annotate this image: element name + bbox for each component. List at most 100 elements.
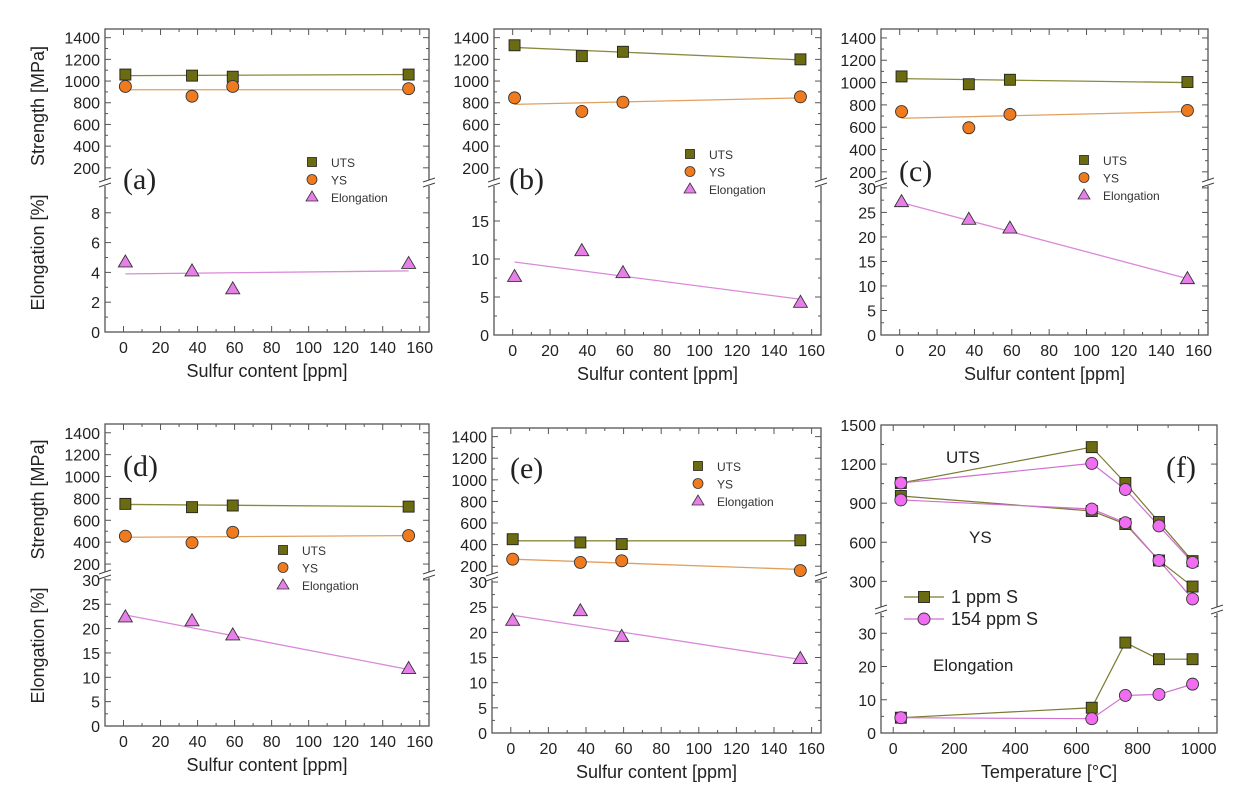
fit-line-elongation xyxy=(125,270,409,275)
panel-label: (f) xyxy=(1166,451,1196,484)
x-tick-label: 60 xyxy=(226,734,244,751)
data-point-ys xyxy=(1085,502,1099,516)
legend-label: 154 ppm S xyxy=(951,609,1038,629)
x-tick-label: 140 xyxy=(369,734,396,751)
data-point-ys xyxy=(118,80,132,93)
axis-break-gap xyxy=(423,572,435,578)
axis-break-mark xyxy=(814,576,828,582)
panel-b: 0 20 40 60 80 100 120 140 1602004006008001000120… xyxy=(453,28,828,384)
fit-line-ys xyxy=(514,97,801,106)
data-point-ys xyxy=(575,104,589,118)
x-tick-label: 20 xyxy=(540,741,558,758)
axis-break-mark xyxy=(874,604,888,610)
axis-break-gap xyxy=(99,572,111,578)
axis-break-mark xyxy=(1210,609,1224,615)
strength-tick-label: 400 xyxy=(462,139,489,156)
x-tick-label: 120 xyxy=(332,734,359,751)
fit-line-elongation xyxy=(125,614,409,671)
fit-line-uts xyxy=(514,46,801,61)
x-tick-label: 120 xyxy=(1111,343,1138,360)
axis-break-mark xyxy=(422,569,436,575)
strength-tick-label: 400 xyxy=(73,535,100,552)
strength-tick-label: 1200 xyxy=(451,451,487,468)
axis-break-mark xyxy=(1201,177,1215,183)
x-axis-title: Sulfur content [ppm] xyxy=(186,361,347,381)
x-tick-label: 100 xyxy=(295,340,322,357)
data-point-uts xyxy=(186,69,198,82)
elongation-tick-label: 2 xyxy=(91,295,100,312)
x-tick-label: 100 xyxy=(295,734,322,751)
x-tick-label: 20 xyxy=(152,340,170,357)
axis-break-gap xyxy=(815,574,827,580)
data-point-ys xyxy=(508,91,522,105)
x-tick-label: 40 xyxy=(579,343,597,360)
strength-tick-label: 1200 xyxy=(64,52,100,69)
data-point-ys xyxy=(1186,580,1199,593)
elongation-tick-label: 20 xyxy=(82,622,100,639)
x-tick-label: 140 xyxy=(761,343,788,360)
data-point-uts xyxy=(1003,73,1016,86)
data-point-uts xyxy=(1152,519,1166,533)
axis-break-mark xyxy=(814,182,828,188)
legend-label-elongation: Elongation xyxy=(717,495,774,509)
fit-line-uts xyxy=(901,78,1188,84)
legend-label-elongation: Elongation xyxy=(302,579,359,593)
axis-break-gap xyxy=(423,180,435,186)
data-point-elongation xyxy=(1002,220,1018,234)
strength-tick-label: 600 xyxy=(460,516,487,533)
data-point-elongation xyxy=(893,193,910,208)
legend-marker-elongation xyxy=(276,578,290,590)
data-point-uts xyxy=(1085,441,1098,454)
data-point-ys xyxy=(185,536,199,550)
data-point-elongation xyxy=(792,294,809,308)
x-tick-label: 40 xyxy=(577,741,595,758)
legend-label: 1 ppm S xyxy=(951,587,1018,607)
x-tick-label: 60 xyxy=(615,741,633,758)
elongation-tick-label: 30 xyxy=(82,573,100,590)
legend-marker xyxy=(917,612,931,626)
axis-break-gap xyxy=(875,180,887,186)
x-tick-label: 40 xyxy=(966,343,984,360)
strength-tick-label: 400 xyxy=(73,139,100,156)
elongation-tick-label: 30 xyxy=(858,626,876,643)
data-point-uts xyxy=(186,501,198,514)
data-point-ys xyxy=(616,95,630,109)
data-point-elongation xyxy=(1179,270,1196,285)
legend-label-uts: UTS xyxy=(302,544,326,558)
legend-marker-uts xyxy=(307,157,317,167)
x-tick-label: 0 xyxy=(889,741,898,758)
strength-tick-label: 600 xyxy=(73,117,100,134)
elongation-tick-label: 5 xyxy=(480,290,489,307)
elongation-tick-label: 0 xyxy=(867,726,876,743)
x-tick-label: 100 xyxy=(686,343,713,360)
x-tick-label: 0 xyxy=(119,340,128,357)
x-tick-label: 100 xyxy=(685,741,712,758)
legend: UTS YS Elongation xyxy=(276,544,359,593)
strength-tick-label: 800 xyxy=(73,96,100,113)
strength-tick-label: 1400 xyxy=(64,426,100,443)
strength-tick-label: 400 xyxy=(460,538,487,555)
x-tick-label: 80 xyxy=(1040,343,1058,360)
data-point-ys xyxy=(1180,104,1194,117)
data-point-elongation xyxy=(184,612,200,627)
data-point-uts xyxy=(119,497,132,510)
x-tick-label: 80 xyxy=(653,343,671,360)
data-point-ys xyxy=(506,552,520,566)
elongation-tick-label: 15 xyxy=(82,646,100,663)
data-point-uts xyxy=(615,538,628,551)
strength-tick-label: 1000 xyxy=(840,76,876,93)
x-tick-label: 600 xyxy=(1063,741,1090,758)
panel-label: (c) xyxy=(899,155,932,188)
elongation-tick-label: 10 xyxy=(858,693,876,710)
data-point-ys xyxy=(895,105,909,119)
data-point-elongation xyxy=(1085,701,1098,714)
y-axis-title-strength: Strength [MPa] xyxy=(28,439,48,559)
elongation-tick-label: 30 xyxy=(469,575,487,592)
x-tick-label: 20 xyxy=(541,343,559,360)
fit-line-ys xyxy=(125,534,409,538)
strength-tick-label: 800 xyxy=(462,96,489,113)
legend-label-uts: UTS xyxy=(331,156,355,170)
data-point-uts xyxy=(616,45,629,58)
elongation-tick-label: 5 xyxy=(867,303,876,320)
